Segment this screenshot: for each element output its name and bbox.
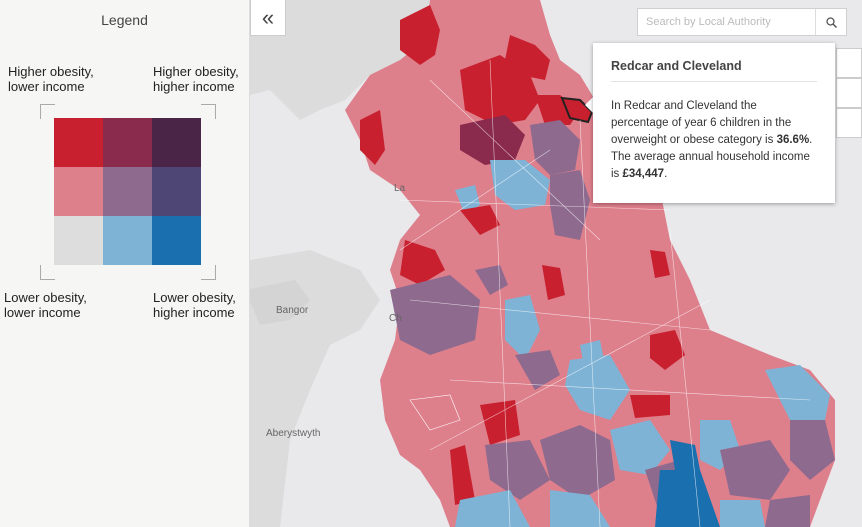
legend-swatch bbox=[54, 118, 103, 167]
search-icon bbox=[825, 16, 837, 28]
collapse-legend-button[interactable]: « bbox=[250, 0, 286, 36]
legend-label-bottom-left: Lower obesity, lower income bbox=[4, 290, 87, 320]
search-button[interactable] bbox=[815, 9, 846, 35]
place-label-lancaster: La bbox=[394, 183, 406, 194]
info-popup: Redcar and Cleveland In Redcar and Cleve… bbox=[593, 43, 835, 203]
legend-swatch bbox=[152, 216, 201, 265]
legend-swatch bbox=[103, 118, 152, 167]
search-input[interactable] bbox=[638, 9, 818, 35]
popup-text: . The average annual household income is bbox=[611, 134, 813, 180]
legend-title: Legend bbox=[101, 12, 148, 28]
place-label-chester: Ch bbox=[389, 313, 402, 324]
popup-pointer bbox=[585, 96, 594, 114]
popup-text: In Redcar and Cleveland the percentage o… bbox=[611, 100, 792, 146]
map-control-button[interactable] bbox=[836, 108, 862, 138]
legend-color-grid bbox=[54, 118, 201, 265]
legend-swatch bbox=[103, 167, 152, 216]
legend-bracket-bottom-right bbox=[201, 265, 216, 280]
legend-bracket-bottom-left bbox=[40, 265, 55, 280]
legend-label-top-right: Higher obesity, higher income bbox=[153, 64, 239, 94]
place-label-aberystwyth: Aberystwyth bbox=[266, 428, 321, 439]
double-chevron-left-icon: « bbox=[261, 4, 275, 30]
search-box[interactable] bbox=[637, 8, 847, 36]
popup-text: . bbox=[664, 168, 668, 180]
popup-body: In Redcar and Cleveland the percentage o… bbox=[611, 98, 817, 183]
map-control-button[interactable] bbox=[836, 78, 862, 108]
legend-swatch bbox=[103, 216, 152, 265]
popup-income-value: £34,447 bbox=[622, 168, 665, 180]
legend-bracket-top-right bbox=[201, 104, 216, 119]
legend-label-top-left: Higher obesity, lower income bbox=[8, 64, 94, 94]
legend-swatch bbox=[152, 167, 201, 216]
legend-bracket-top-left bbox=[40, 104, 55, 119]
legend-swatch bbox=[54, 216, 103, 265]
legend-panel: Legend Higher obesity, lower income High… bbox=[0, 0, 250, 527]
map-control-button[interactable] bbox=[836, 48, 862, 78]
legend-swatch bbox=[152, 118, 201, 167]
place-label-bangor: Bangor bbox=[276, 305, 309, 316]
popup-obesity-value: 36.6% bbox=[776, 134, 810, 146]
legend-label-bottom-right: Lower obesity, higher income bbox=[153, 290, 236, 320]
legend-swatch bbox=[54, 167, 103, 216]
popup-title: Redcar and Cleveland bbox=[611, 59, 817, 82]
